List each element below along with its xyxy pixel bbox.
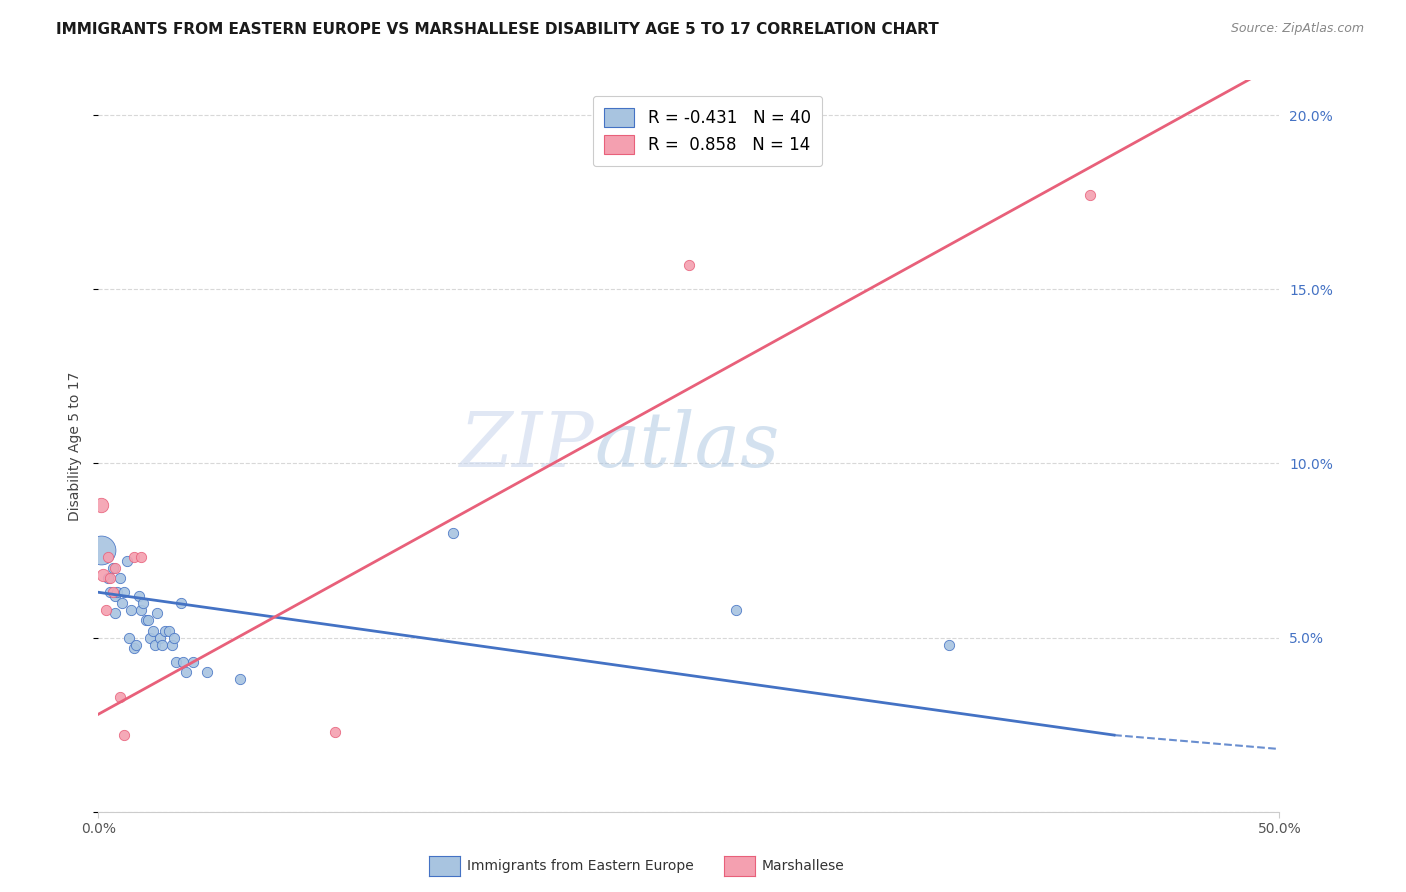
Point <box>105 585 128 599</box>
Text: ZIP: ZIP <box>460 409 595 483</box>
Point <box>136 613 159 627</box>
Point <box>101 561 124 575</box>
Point <box>323 724 346 739</box>
Point <box>153 624 176 638</box>
Point <box>160 638 183 652</box>
Point <box>174 665 197 680</box>
Point <box>163 631 186 645</box>
Point <box>172 655 194 669</box>
Text: Marshallese: Marshallese <box>762 859 845 873</box>
Text: Source: ZipAtlas.com: Source: ZipAtlas.com <box>1230 22 1364 36</box>
Point <box>101 585 124 599</box>
Text: Immigrants from Eastern Europe: Immigrants from Eastern Europe <box>467 859 693 873</box>
Point <box>938 638 960 652</box>
Point <box>108 690 131 704</box>
Point <box>94 603 117 617</box>
Point <box>229 673 252 687</box>
Legend: R = -0.431   N = 40, R =  0.858   N = 14: R = -0.431 N = 40, R = 0.858 N = 14 <box>593 96 823 166</box>
Point <box>441 526 464 541</box>
Point <box>104 606 127 620</box>
Point <box>97 571 120 585</box>
Point <box>146 606 169 620</box>
Point <box>128 589 150 603</box>
Point <box>129 603 152 617</box>
Point <box>725 603 748 617</box>
Point <box>111 596 134 610</box>
Point <box>1080 188 1102 202</box>
Point <box>118 631 141 645</box>
Y-axis label: Disability Age 5 to 17: Disability Age 5 to 17 <box>69 371 83 521</box>
Point <box>125 638 148 652</box>
Point <box>678 258 700 272</box>
Point <box>149 631 172 645</box>
Point <box>97 550 120 565</box>
Point <box>115 554 138 568</box>
Point <box>142 624 165 638</box>
Point <box>157 624 180 638</box>
Point <box>98 585 121 599</box>
Point <box>91 567 114 582</box>
Point <box>150 638 173 652</box>
Point <box>170 596 193 610</box>
Point <box>112 728 135 742</box>
Point <box>112 585 135 599</box>
Point <box>108 571 131 585</box>
Point <box>122 550 145 565</box>
Point <box>143 638 166 652</box>
Point <box>98 571 121 585</box>
Point <box>122 640 145 655</box>
Point <box>165 655 187 669</box>
Point <box>90 498 112 512</box>
Point <box>195 665 218 680</box>
Point <box>129 550 152 565</box>
Point <box>139 631 162 645</box>
Point <box>104 589 127 603</box>
Point <box>181 655 204 669</box>
Text: atlas: atlas <box>595 409 780 483</box>
Text: IMMIGRANTS FROM EASTERN EUROPE VS MARSHALLESE DISABILITY AGE 5 TO 17 CORRELATION: IMMIGRANTS FROM EASTERN EUROPE VS MARSHA… <box>56 22 939 37</box>
Point <box>135 613 157 627</box>
Point <box>132 596 155 610</box>
Point <box>104 561 127 575</box>
Point <box>90 543 112 558</box>
Point <box>121 603 143 617</box>
